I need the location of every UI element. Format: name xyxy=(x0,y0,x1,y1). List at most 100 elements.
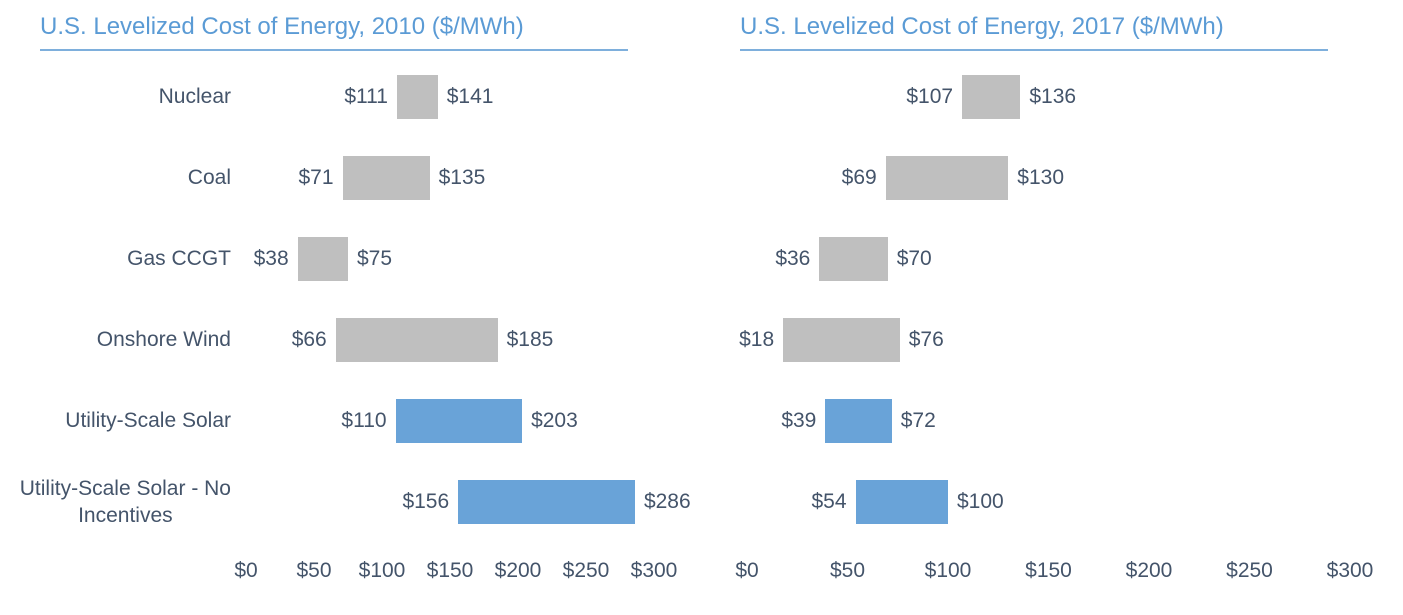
x-axis-tick-label: $300 xyxy=(1326,559,1374,582)
plot-area-2010: Nuclear $111 $141 Coal $71 $135 Gas CCGT $38 $75… xyxy=(20,56,691,542)
min-value-label: $66 xyxy=(291,327,327,351)
x-axis-tick-label: $50 xyxy=(296,559,332,582)
x-axis-tick-label: $250 xyxy=(1226,559,1273,582)
x-axis-tick-label: $200 xyxy=(494,559,542,582)
max-value-label: $76 xyxy=(908,327,944,351)
chart-panel-2010: U.S. Levelized Cost of Energy, 2010 ($/M… xyxy=(20,12,691,587)
bar-strip: $39 $72 xyxy=(747,380,1350,461)
min-value-label: $69 xyxy=(841,165,877,189)
chart-row: $36 $70 xyxy=(740,218,1360,299)
chart-row: Nuclear $111 $141 xyxy=(40,56,660,137)
chart-title-2010: U.S. Levelized Cost of Energy, 2010 ($/M… xyxy=(40,13,524,40)
x-axis-tick-label: $0 xyxy=(234,559,258,582)
max-value-label: $185 xyxy=(506,327,554,351)
range-bar xyxy=(395,398,523,443)
chart-row: Coal $71 $135 xyxy=(40,137,660,218)
min-value-label: $156 xyxy=(402,489,450,513)
range-bar xyxy=(885,155,1009,200)
range-bar xyxy=(458,479,635,524)
max-value-label: $135 xyxy=(438,165,486,189)
category-cell xyxy=(740,137,747,218)
chart-row: $39 $72 xyxy=(740,380,1360,461)
bar-strip: $36 $70 xyxy=(747,218,1350,299)
x-axis-tick-label: $250 xyxy=(562,559,610,582)
x-axis-tick-label: $100 xyxy=(358,559,406,582)
bar-strip: $156 $286 xyxy=(246,461,691,542)
x-axis-tick-label: $0 xyxy=(735,559,759,582)
max-value-label: $136 xyxy=(1029,84,1077,108)
bar-strip: $107 $136 xyxy=(747,56,1350,137)
range-bar xyxy=(335,317,498,362)
range-bar xyxy=(825,398,892,443)
chart-row: Utility-Scale Solar $110 $203 xyxy=(40,380,660,461)
max-value-label: $100 xyxy=(957,489,1004,513)
range-bar xyxy=(396,74,438,119)
chart-row: $18 $76 xyxy=(739,299,1360,380)
x-axis-tick-label: $150 xyxy=(1025,559,1072,582)
title-underline xyxy=(40,49,628,51)
range-bar xyxy=(342,155,430,200)
chart-row: $107 $136 xyxy=(740,56,1360,137)
category-cell: Nuclear xyxy=(40,56,246,137)
plot-area-2017: $107 $136 $69 $130 $36 $70 $18 $76 $39 $72 $54 $100 xyxy=(739,56,1360,542)
min-value-label: $107 xyxy=(906,84,954,108)
max-value-label: $70 xyxy=(896,246,932,270)
max-value-label: $75 xyxy=(357,246,393,270)
range-bar xyxy=(962,74,1021,119)
min-value-label: $36 xyxy=(775,246,811,270)
max-value-label: $141 xyxy=(446,84,494,108)
x-axis-tick-label: $150 xyxy=(426,559,474,582)
range-bar xyxy=(297,236,348,281)
x-axis-tick-label: $50 xyxy=(829,559,866,582)
max-value-label: $72 xyxy=(900,408,936,432)
min-value-label: $38 xyxy=(253,246,289,270)
min-value-label: $111 xyxy=(344,84,388,108)
category-label: Nuclear xyxy=(158,85,231,108)
category-cell: Onshore Wind xyxy=(40,299,246,380)
chart-row: Onshore Wind $66 $185 xyxy=(40,299,660,380)
range-bar xyxy=(783,317,900,362)
chart-row: Utility-Scale Solar - No Incentives $156 $2… xyxy=(20,461,691,542)
category-cell: Utility-Scale Solar - No Incentives xyxy=(20,461,246,542)
chart-panel-2017: U.S. Levelized Cost of Energy, 2017 ($/M… xyxy=(735,12,1373,587)
category-cell: Gas CCGT xyxy=(40,218,246,299)
bar-strip: $111 $141 xyxy=(246,56,654,137)
category-cell xyxy=(740,380,747,461)
category-label: Gas CCGT xyxy=(127,247,231,270)
range-bar xyxy=(819,236,888,281)
min-value-label: $54 xyxy=(811,489,847,513)
category-cell: Coal xyxy=(40,137,246,218)
chart-row: $54 $100 xyxy=(740,461,1360,542)
chart-row: Gas CCGT $38 $75 xyxy=(40,218,660,299)
chart-row: $69 $130 xyxy=(740,137,1360,218)
category-label: Utility-Scale Solar - No Incentives xyxy=(19,476,231,527)
max-value-label: $130 xyxy=(1017,165,1065,189)
bar-strip: $110 $203 xyxy=(246,380,654,461)
bar-strip: $66 $185 xyxy=(246,299,654,380)
category-label: Onshore Wind xyxy=(96,328,231,351)
min-value-label: $18 xyxy=(739,327,775,351)
max-value-label: $203 xyxy=(531,408,578,432)
bar-strip: $18 $76 xyxy=(739,299,1350,380)
range-bar xyxy=(855,479,948,524)
category-cell: Utility-Scale Solar xyxy=(40,380,246,461)
max-value-label: $286 xyxy=(643,489,691,513)
chart-title-2017: U.S. Levelized Cost of Energy, 2017 ($/M… xyxy=(740,13,1224,40)
x-axis-tick-label: $100 xyxy=(924,559,972,582)
category-label: Coal xyxy=(187,166,231,189)
bar-strip: $69 $130 xyxy=(747,137,1350,218)
min-value-label: $39 xyxy=(781,408,817,432)
category-label: Utility-Scale Solar xyxy=(65,409,231,432)
min-value-label: $71 xyxy=(298,165,334,189)
category-cell xyxy=(740,56,747,137)
category-cell xyxy=(740,461,747,542)
min-value-label: $110 xyxy=(341,408,387,432)
bar-strip: $54 $100 xyxy=(747,461,1350,542)
category-cell xyxy=(740,218,747,299)
x-axis-2010: $0 $50 $100 $150 $200 $250 $300 xyxy=(234,559,677,587)
x-axis-tick-label: $200 xyxy=(1125,559,1173,582)
bar-strip: $71 $135 xyxy=(246,137,654,218)
x-axis-tick-label: $300 xyxy=(630,559,678,582)
bar-strip: $38 $75 xyxy=(246,218,654,299)
